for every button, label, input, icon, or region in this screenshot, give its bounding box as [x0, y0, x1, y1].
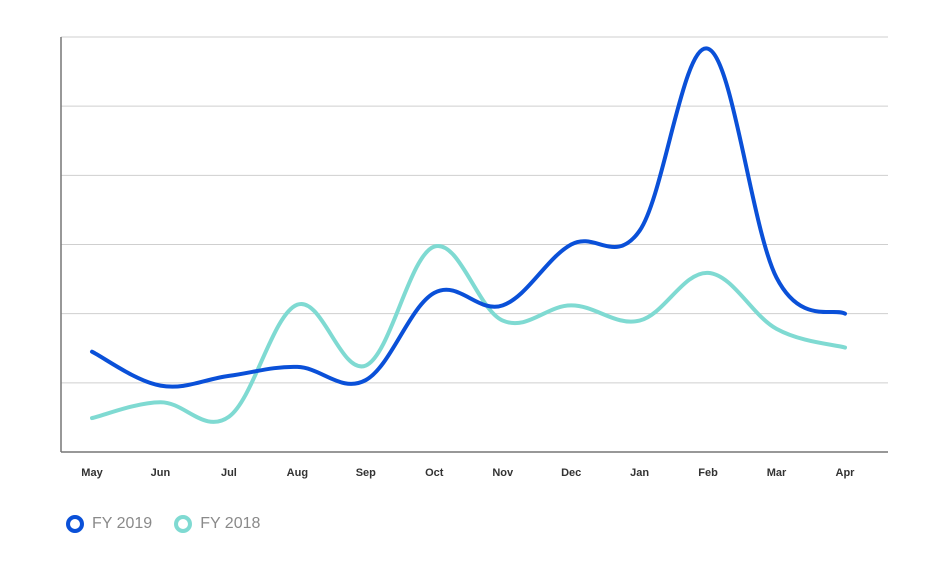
x-tick-label: Feb: [698, 467, 718, 479]
x-tick-label: Jul: [221, 467, 237, 479]
x-tick-label: May: [81, 467, 103, 479]
legend-item-fy2018: FY 2018: [174, 515, 260, 533]
x-tick-label: Jun: [151, 467, 171, 479]
legend-marker-icon: [66, 515, 84, 533]
x-tick-label: Sep: [356, 467, 376, 479]
series-line-fy-2019: [90, 46, 847, 389]
x-tick-label: Nov: [492, 467, 514, 479]
series-line-fy-2018: [90, 244, 847, 424]
x-tick-label: Oct: [425, 467, 444, 479]
x-tick-label: Mar: [767, 467, 787, 479]
line-chart: May Jun Jul Aug Sep Oct Nov Dec Jan Feb Mar Apr: [60, 36, 888, 479]
legend: FY 2019 FY 2018: [66, 515, 260, 533]
x-tick-label: Apr: [836, 467, 856, 479]
legend-item-fy2019: FY 2019: [66, 515, 152, 533]
legend-label: FY 2019: [92, 515, 153, 532]
x-tick-label: Aug: [287, 467, 308, 479]
x-tick-label: Dec: [561, 467, 581, 479]
x-tick-label: Jan: [630, 467, 649, 479]
legend-marker-icon: [174, 515, 193, 533]
legend-label: FY 2018: [200, 515, 261, 532]
